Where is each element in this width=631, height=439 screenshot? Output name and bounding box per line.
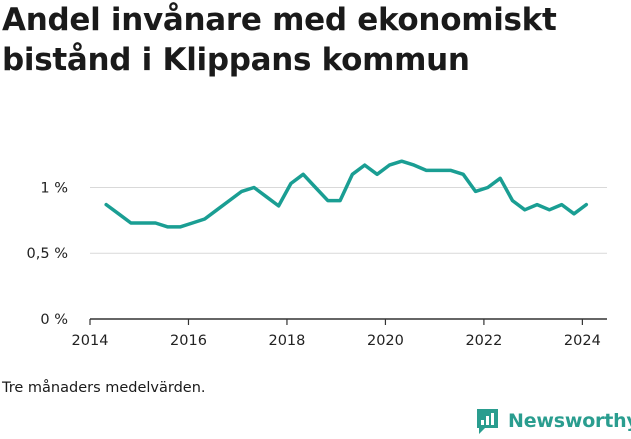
brand[interactable]: Newsworthy — [475, 407, 631, 435]
x-tick-label: 2016 — [170, 333, 207, 349]
x-tick-label: 2018 — [268, 333, 305, 349]
series-line — [104, 159, 589, 229]
brand-name: Newsworthy — [508, 410, 631, 432]
y-axis-labels: 0 % 0,5 % 1 % — [27, 180, 68, 328]
x-tick-label: 2014 — [72, 333, 109, 349]
footnote: Tre månaders medelvärden. — [2, 380, 206, 396]
x-axis: 2014 2016 2018 2020 2022 2024 — [72, 318, 607, 349]
y-tick-label: 1 % — [40, 180, 68, 196]
newsworthy-logo-icon — [477, 409, 498, 434]
x-tick-label: 2020 — [367, 333, 404, 349]
grid-lines — [90, 186, 607, 254]
x-tick-label: 2024 — [564, 333, 601, 349]
y-tick-label: 0 % — [40, 312, 68, 328]
chart-title: Andel invånare med ekonomiskt bistånd i … — [2, 2, 557, 78]
x-tick-label: 2022 — [465, 333, 502, 349]
series-layer — [104, 159, 589, 229]
y-tick-label: 0,5 % — [27, 246, 68, 262]
